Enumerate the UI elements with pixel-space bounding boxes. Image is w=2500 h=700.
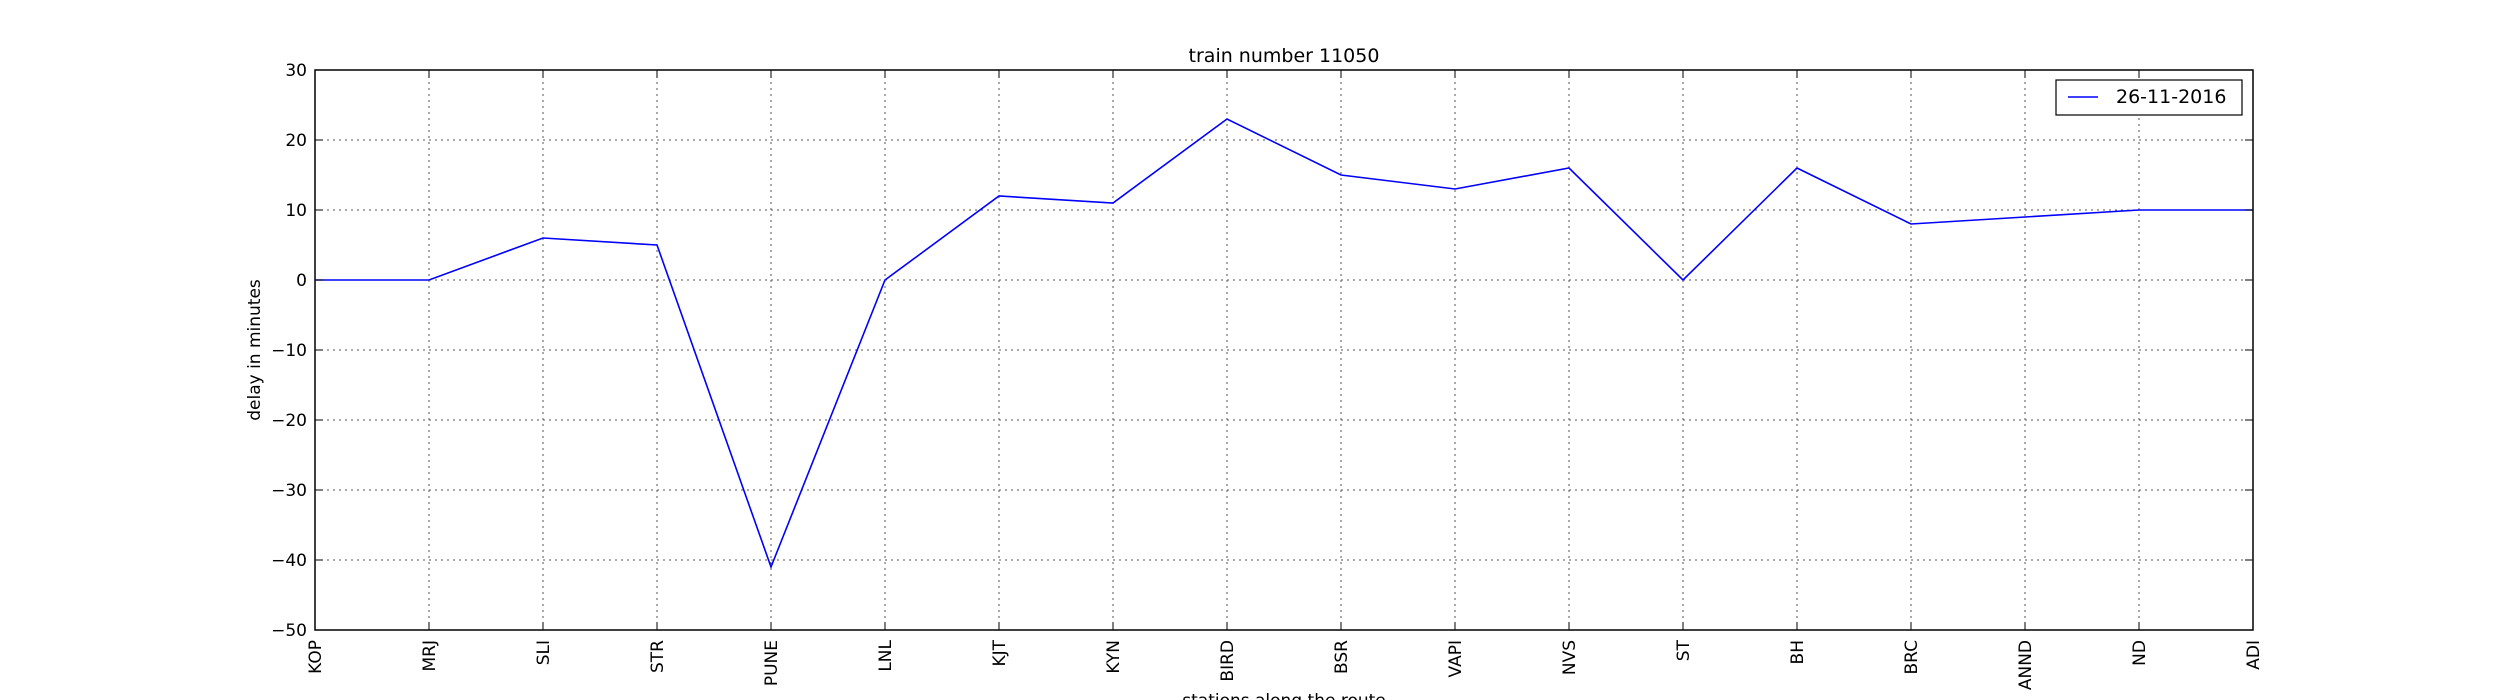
data-point [998,195,1000,197]
y-tick-label: 20 [285,131,307,151]
x-tick-label: BRC [1902,640,1922,675]
x-tick-label: KYN [1104,640,1124,674]
data-point [1340,174,1342,176]
data-point [1796,167,1798,169]
data-point [428,279,430,281]
y-tick-label: 0 [296,271,307,291]
data-point [1454,188,1456,190]
y-axis-label: delay in minutes [245,279,265,421]
x-tick-label: BH [1788,640,1808,664]
data-point [2138,209,2140,211]
x-tick-label: ANND [2016,640,2036,690]
x-tick-label: STR [648,640,668,673]
series-layer [315,118,2253,570]
x-tick-label: KJT [990,639,1010,666]
legend-label: 26-11-2016 [2116,86,2226,108]
data-point [1226,118,1228,120]
data-point [1112,202,1114,204]
x-tick-label: MRJ [420,640,440,672]
y-tick-label: −40 [271,551,307,571]
data-point [656,244,658,246]
data-point [1682,279,1684,281]
y-tick-label: −30 [271,481,307,501]
axis-ticks [314,69,2254,631]
y-tick-label: −10 [271,341,307,361]
x-tick-label: KOP [306,640,326,674]
y-tick-label: −50 [271,621,307,641]
x-tick-label: SLI [534,640,554,665]
data-point [1910,223,1912,225]
data-point [770,566,772,568]
plot-frame [314,69,2254,631]
chart-title: train number 11050 [1189,45,1380,67]
x-tick-label: NVS [1560,640,1580,675]
y-tick-label: 30 [285,61,307,81]
x-tick-label: BIRD [1218,640,1238,682]
data-point [542,237,544,239]
data-point [1568,167,1570,169]
legend: 26-11-2016 [2055,79,2243,116]
x-tick-label: LNL [876,639,896,671]
y-tick-label: −20 [271,411,307,431]
y-tick-label: 10 [285,201,307,221]
series-line [315,118,2253,570]
x-tick-label: VAPI [1446,640,1466,677]
x-tick-label: ST [1674,639,1694,661]
y-tick-labels: −50 −40 −30 −20 −10 0 10 20 30 [271,61,307,641]
x-tick-label: PUNE [762,640,782,686]
grid [314,69,2254,631]
data-point [884,279,886,281]
x-tick-label: BSR [1332,640,1352,674]
x-axis-label: stations along the route [1182,691,1386,700]
x-tick-labels: KOP MRJ SLI STR PUNE LNL KJT KYN BIRD BSR VAPI NVS S… [306,639,2264,690]
data-point [2024,216,2026,218]
x-tick-label: ADI [2244,640,2264,670]
x-tick-label: ND [2130,640,2150,666]
